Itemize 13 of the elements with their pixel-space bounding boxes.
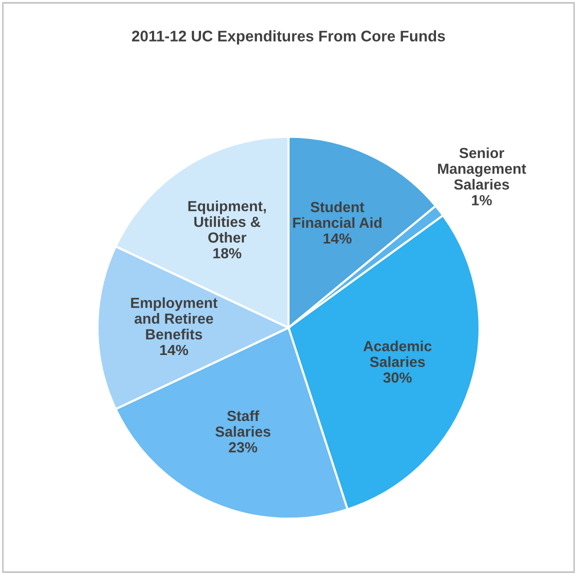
slice-label: Equipment, Utilities & Other <box>188 200 266 243</box>
chart-title: 2011-12 UC Expenditures From Core Funds <box>132 30 445 44</box>
slice-label: Student Financial Aid <box>293 202 382 228</box>
data-label: 1% <box>472 195 492 206</box>
data-label: 14% <box>324 233 352 244</box>
data-label: 30% <box>383 372 412 383</box>
data-label: 23% <box>228 442 258 453</box>
slice-label: Senior Management Salaries <box>438 147 526 190</box>
slice-label: Academic Salaries <box>363 340 432 368</box>
data-label: 14% <box>160 344 188 356</box>
slice-label: Staff Salaries <box>215 410 270 437</box>
data-label: 18% <box>213 248 242 258</box>
slice-label: Employment and Retiree Benefits <box>131 297 218 340</box>
